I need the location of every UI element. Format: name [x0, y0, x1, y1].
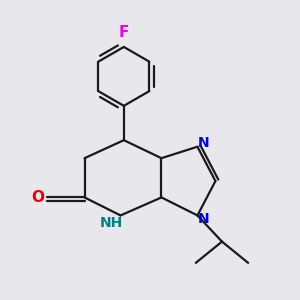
Text: F: F: [118, 25, 129, 40]
Text: N: N: [197, 136, 209, 150]
Text: N: N: [197, 212, 209, 226]
Text: NH: NH: [100, 216, 123, 230]
Text: O: O: [31, 190, 44, 205]
